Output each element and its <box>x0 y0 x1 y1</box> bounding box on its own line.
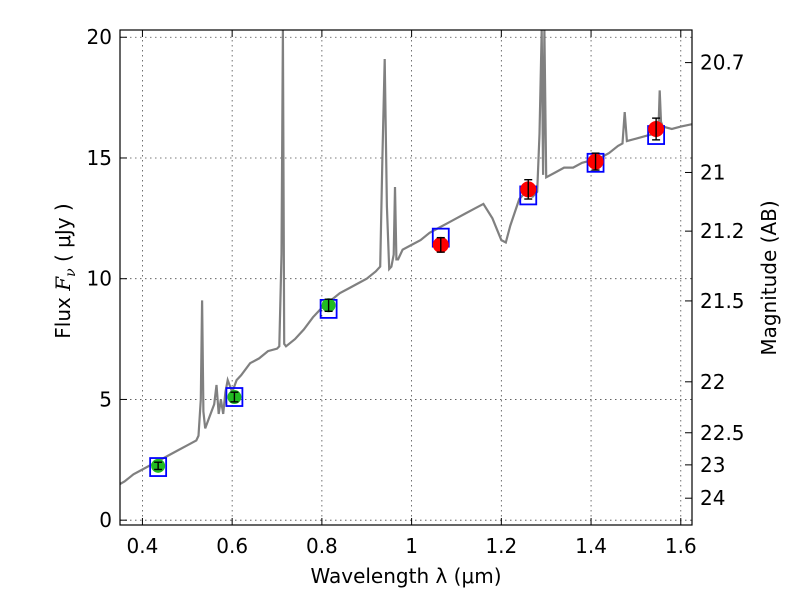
x-tick-label: 1.6 <box>665 534 697 558</box>
x-tick-label: 1 <box>405 534 418 558</box>
x-axis-title: Wavelength λ (μm) <box>310 564 501 588</box>
x-tick-label: 1.4 <box>575 534 607 558</box>
y-tick-label: 20 <box>87 25 112 49</box>
model-flux-box <box>149 457 168 477</box>
model-spectrum-line <box>119 29 693 485</box>
y-axis-title-unit: ( μJy ) <box>51 203 75 268</box>
right-tick-label: 23 <box>700 453 725 477</box>
y-axis-title: Flux Fν ( μJy ) <box>51 203 79 338</box>
x-tick-label: 1.2 <box>485 534 517 558</box>
x-tick-label: 0.8 <box>306 534 338 558</box>
right-tick-label: 24 <box>700 486 725 510</box>
right-axis-title: Magnitude (AB) <box>757 200 781 355</box>
ticks-layer: 0.4 0.6 0.8 1 1.2 1.4 1.6 0 5 10 15 20 20.7 21 21.2 21.… <box>87 25 745 558</box>
grid <box>120 30 692 525</box>
y-tick-label: 5 <box>99 387 112 411</box>
y-tick-label: 10 <box>87 267 112 291</box>
right-tick-label: 21.5 <box>700 289 745 313</box>
spectrum-layer <box>119 29 693 485</box>
plot-frame <box>119 29 693 526</box>
y-axis-title-symbol: F <box>51 276 75 292</box>
right-tick-label: 21.2 <box>700 219 745 243</box>
y-axis-title-subscript: ν <box>63 268 79 277</box>
right-tick-label: 22 <box>700 370 725 394</box>
right-tick-label: 22.5 <box>700 421 745 445</box>
right-tick-label: 20.7 <box>700 51 745 75</box>
y-tick-label: 15 <box>87 146 112 170</box>
x-tick-label: 0.6 <box>216 534 248 558</box>
y-axis-title-prefix: Flux <box>51 291 75 339</box>
x-tick-label: 0.4 <box>127 534 159 558</box>
points-layer <box>149 117 666 477</box>
model-flux-box <box>225 387 244 407</box>
y-tick-label: 0 <box>99 508 112 532</box>
right-tick-label: 21 <box>700 160 725 184</box>
